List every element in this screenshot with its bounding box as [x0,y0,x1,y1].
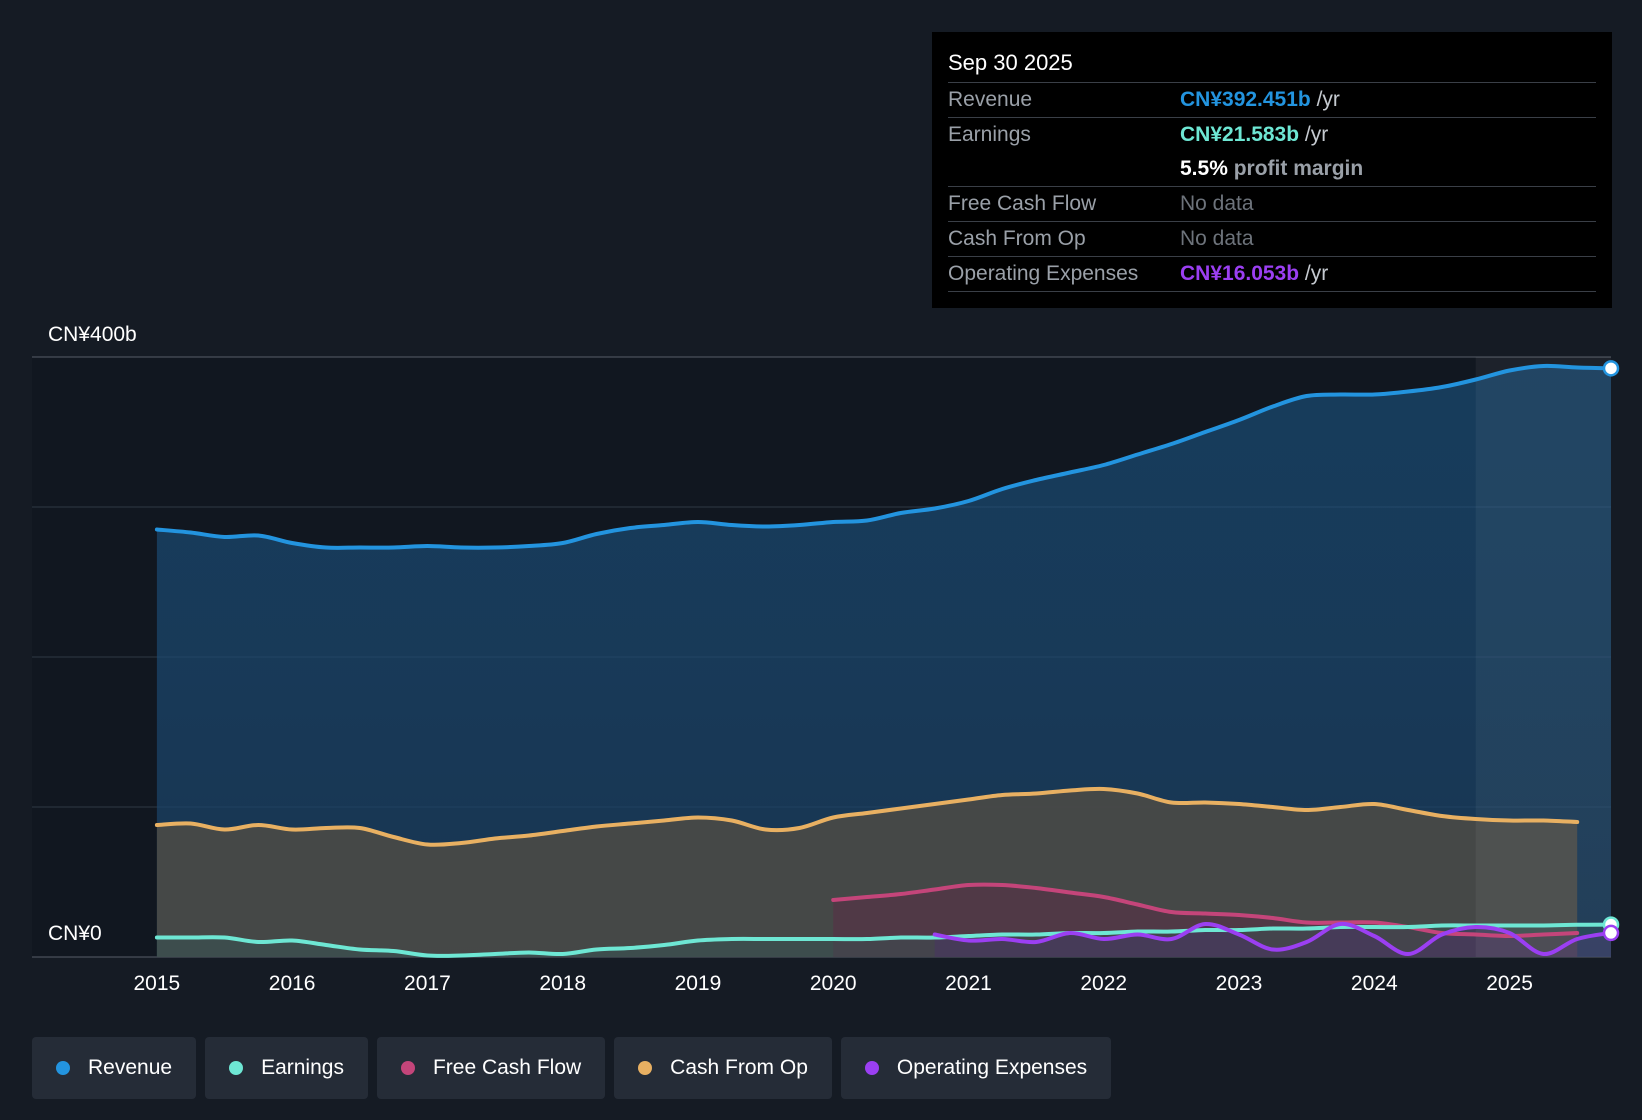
tooltip-key: Operating Expenses [948,262,1139,285]
x-tick-label: 2020 [810,972,857,995]
x-tick-label: 2015 [134,972,181,995]
x-tick-label: 2022 [1080,972,1127,995]
series-lines [154,363,1613,958]
x-tick-label: 2016 [269,972,316,995]
tooltip-date: Sep 30 2025 [948,46,1596,83]
axis-labels: CN¥400b CN¥0 2015 2016 2017 2018 2019 2020 2021 2… [48,323,1533,995]
tooltip-row-revenue: Revenue CN¥392.451b /yr [948,83,1596,118]
tooltip-value-operating-expenses: CN¥16.053b [1180,262,1300,285]
tooltip-value-revenue: CN¥392.451b [1180,88,1311,111]
tooltip-row-profit-margin: 5.5% profit margin [948,152,1596,187]
line-cash-from-op [154,786,1580,847]
x-tick-label: 2017 [404,972,451,995]
tooltip-value-earnings: CN¥21.583b [1180,123,1300,146]
area-earnings [156,924,1611,957]
highlight-band [1475,357,1611,957]
x-tick-label: 2025 [1486,972,1533,995]
tooltip-key [948,152,1180,186]
tooltip-key: Free Cash Flow [948,192,1097,215]
x-tick-label: 2024 [1351,972,1398,995]
area-operating-expenses [934,923,1611,957]
tooltip-row-operating-expenses: Operating Expenses CN¥16.053b /yr [948,257,1596,292]
tooltip-value-free-cash-flow: No data [1180,192,1254,215]
y-tick-label: CN¥0 [48,922,102,945]
tooltip-value-cash-from-op: No data [1180,227,1254,250]
end-markers [1602,360,1620,942]
legend-item-cash-from-op[interactable]: Cash From Op [614,1037,832,1099]
legend-dot-icon [229,1061,244,1075]
tooltip-value-profit-margin: 5.5% [1180,157,1228,180]
tooltip-unit: profit margin [1233,157,1364,180]
line-free-cash-flow [831,882,1580,938]
chart-legend: Revenue Earnings Free Cash Flow Cash Fro… [32,1037,1112,1099]
legend-item-earnings[interactable]: Earnings [205,1037,368,1099]
legend-dot-icon [400,1061,415,1075]
end-marker-operating-expenses [1602,924,1620,942]
area-free-cash-flow [833,884,1578,957]
line-operating-expenses [932,921,1613,957]
legend-label: Cash From Op [670,1056,808,1079]
y-tick-label: CN¥400b [48,323,137,346]
line-revenue [154,363,1613,550]
tooltip-row-earnings: Earnings CN¥21.583b /yr [948,118,1596,152]
legend-label: Earnings [261,1056,344,1079]
tooltip-unit: /yr [1304,262,1329,285]
tooltip-row-free-cash-flow: Free Cash Flow No data [948,187,1596,222]
legend-item-operating-expenses[interactable]: Operating Expenses [840,1037,1112,1099]
tooltip-key: Revenue [948,88,1033,111]
legend-label: Revenue [88,1056,173,1079]
legend-label: Free Cash Flow [432,1056,582,1079]
series-areas [156,365,1611,957]
data-tooltip: Sep 30 2025 Revenue CN¥392.451b /yr Earn… [932,32,1612,308]
tooltip-key: Cash From Op [948,227,1086,250]
legend-dot-icon [56,1061,70,1075]
tooltip-unit: /yr [1316,88,1340,111]
x-tick-label: 2018 [539,972,586,995]
x-tick-label: 2023 [1216,972,1263,995]
legend-item-free-cash-flow[interactable]: Free Cash Flow [376,1037,606,1099]
tooltip-row-cash-from-op: Cash From Op No data [948,222,1596,257]
legend-dot-icon [638,1061,653,1075]
x-tick-label: 2021 [945,972,992,995]
x-tick-label: 2019 [675,972,722,995]
end-marker-revenue [1602,360,1620,377]
legend-item-revenue[interactable]: Revenue [32,1037,197,1099]
tooltip-key: Earnings [948,123,1031,146]
legend-label: Operating Expenses [896,1056,1088,1079]
legend-dot-icon [864,1061,879,1075]
tooltip-unit: /yr [1304,123,1329,146]
line-earnings [154,922,1613,958]
